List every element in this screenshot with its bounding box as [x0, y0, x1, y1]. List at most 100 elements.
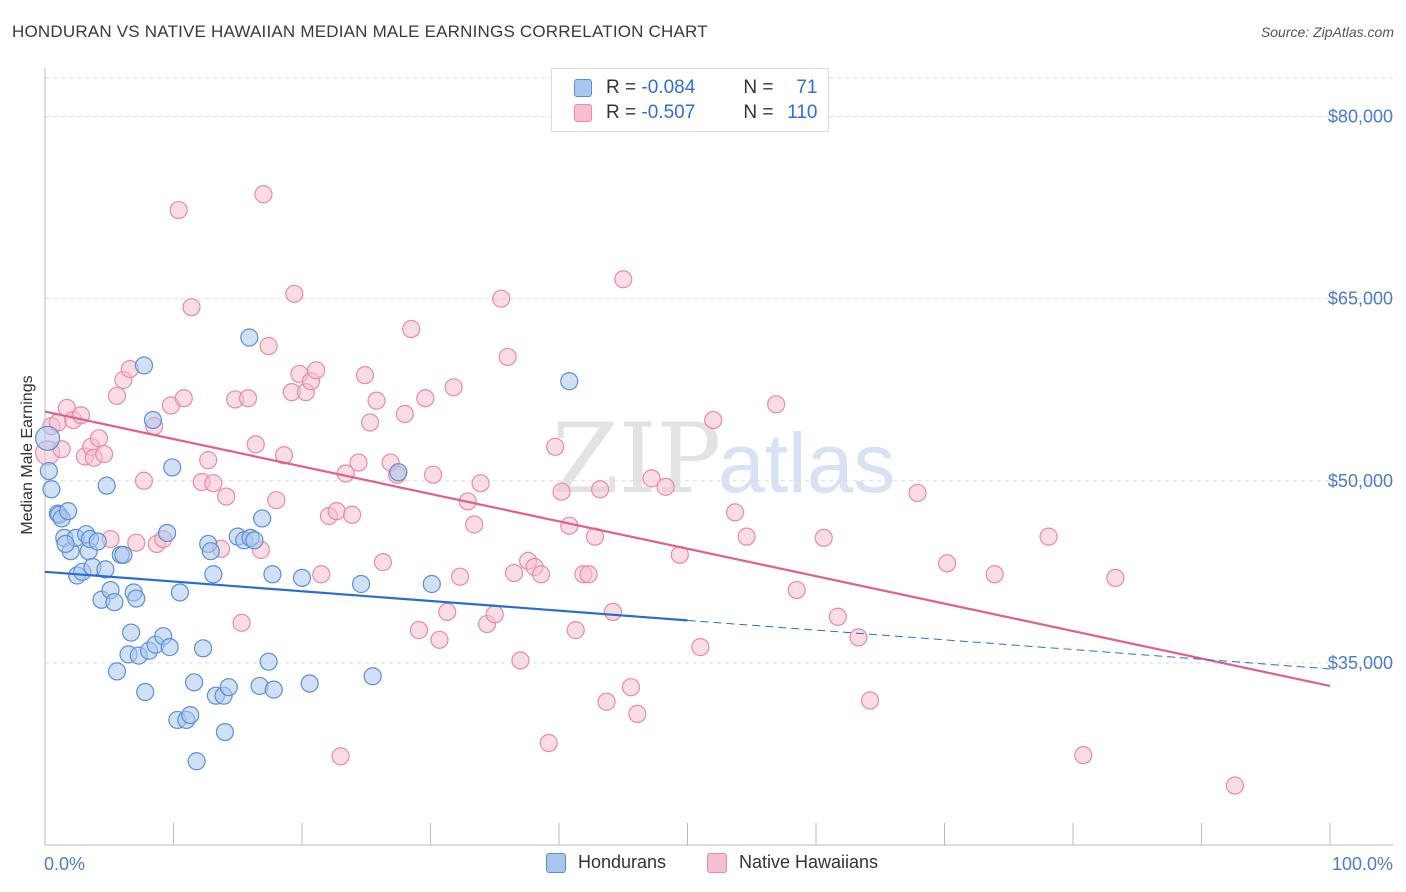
native-hawaiian-point: [107, 386, 127, 405]
native-hawaiian-point: [498, 347, 517, 367]
native-hawaiian-point: [860, 691, 880, 710]
honduran-point: [204, 565, 223, 584]
watermark-zip: ZIP: [552, 403, 721, 515]
y-tick-label: $35,000: [1328, 653, 1393, 673]
legend-item-native-hawaiians: Native Hawaiians: [707, 852, 878, 873]
native-hawaiian-point: [485, 605, 504, 624]
native-hawaiian-point: [274, 446, 294, 465]
honduran-point: [292, 568, 312, 588]
native-hawaiian-point: [471, 474, 490, 493]
pink-swatch: [707, 852, 727, 873]
native-hawaiian-point: [985, 565, 1004, 584]
honduran-point: [187, 752, 206, 771]
native-hawaiian-point: [504, 563, 524, 583]
honduran-point: [157, 523, 177, 543]
native-hawaiian-point: [327, 502, 346, 521]
native-hawaiian-point: [373, 553, 393, 572]
native-hawaiian-point: [238, 389, 258, 408]
honduran-point: [201, 542, 220, 561]
native-hawaiian-point: [787, 580, 806, 600]
y-tick-label: $65,000: [1328, 289, 1393, 309]
correlation-legend: R = -0.084 N = 71 R = -0.507 N = 110: [551, 68, 829, 132]
native-hawaiian-point: [614, 270, 633, 289]
honduran-point: [96, 560, 115, 579]
native-hawaiian-point: [312, 565, 331, 584]
native-hawaiian-point: [409, 621, 429, 640]
honduran-point: [422, 574, 441, 594]
y-tick-label: $80,000: [1328, 107, 1393, 127]
native-hawaiian-point: [395, 404, 414, 424]
x-tick-label-max: 100.0%: [1332, 854, 1393, 874]
native-hawaiian-point: [267, 491, 286, 510]
native-hawaiian-point: [814, 528, 833, 547]
honduran-point: [59, 502, 78, 521]
honduran-point: [352, 574, 371, 594]
blue-swatch: [574, 79, 592, 97]
native-hawaiian-point: [552, 482, 571, 501]
native-hawaiian-point: [174, 389, 193, 408]
honduran-point: [193, 639, 213, 658]
x-tick-label-min: 0.0%: [44, 854, 85, 874]
native-hawaiian-point: [423, 465, 443, 484]
native-hawaiian-point: [546, 437, 565, 456]
honduran-point: [114, 545, 133, 564]
honduran-point: [253, 509, 272, 528]
native-hawaiian-point: [603, 602, 623, 622]
honduran-point: [219, 678, 238, 697]
n-value: 71: [796, 77, 818, 98]
native-hawaiian-point: [628, 704, 647, 723]
honduran-point: [88, 532, 107, 551]
native-hawaiian-point: [307, 361, 326, 380]
native-hawaiian-point: [767, 395, 786, 414]
native-hawaiian-point: [737, 527, 756, 546]
honduran-point: [121, 623, 141, 642]
native-hawaiian-point: [89, 429, 109, 448]
native-hawaiian-point: [349, 453, 368, 472]
native-hawaiian-point: [127, 533, 146, 552]
blue-swatch: [546, 852, 566, 873]
hondurans-points: [34, 328, 579, 771]
native-hawaiian-point: [285, 284, 304, 303]
native-hawaiian-point: [642, 469, 661, 488]
native-hawaiian-point: [937, 554, 957, 573]
hondurans-trend-line: [44, 570, 688, 622]
native-hawaiian-point: [1039, 527, 1058, 546]
native-hawaiian-point: [1225, 776, 1245, 795]
source-label: Source: ZipAtlas.com: [1260, 24, 1394, 40]
legend-row-hondurans: R = -0.084 N = 71: [574, 76, 818, 100]
honduran-point: [160, 638, 179, 657]
gridlines: [45, 77, 1393, 664]
r-label: R =: [606, 77, 637, 98]
legend-label-hondurans: Hondurans: [578, 852, 667, 872]
n-value: 110: [787, 102, 818, 123]
honduran-point: [107, 662, 127, 681]
chart-title: HONDURAN VS NATIVE HAWAIIAN MEDIAN MALE …: [12, 22, 708, 41]
series-legend: Hondurans Native Hawaiians: [0, 852, 1406, 878]
r-label: R =: [606, 102, 637, 123]
native-hawaiian-point: [134, 471, 154, 490]
native-hawaiian-point: [232, 613, 251, 632]
y-tick-label: $50,000: [1328, 471, 1393, 491]
native-hawaiian-point: [621, 678, 641, 697]
native-hawaiian-point: [531, 565, 551, 584]
watermark-atlas: atlas: [718, 416, 895, 510]
native-hawaiian-point: [204, 474, 223, 493]
r-value: -0.084: [641, 77, 696, 98]
honduran-point: [184, 673, 204, 692]
native-hawaiian-point: [217, 487, 236, 506]
native-hawaiian-point: [566, 621, 585, 640]
n-label: N =: [743, 102, 774, 123]
legend-row-native-hawaiians: R = -0.507 N = 110: [574, 101, 818, 125]
native-hawaiian-point: [444, 378, 463, 397]
native-hawaiian-point: [465, 515, 484, 534]
native-hawaiian-point: [259, 336, 278, 356]
honduran-point: [240, 328, 259, 347]
native-hawaiian-point: [331, 747, 350, 766]
native-hawaiian-point: [704, 410, 723, 430]
native-hawaiian-point: [597, 692, 616, 711]
legend-label-native-hawaiians: Native Hawaiians: [739, 852, 879, 872]
native-hawaiian-point: [199, 451, 218, 470]
native-hawaiian-point: [95, 444, 114, 464]
honduran-point: [560, 372, 579, 391]
honduran-point: [215, 722, 234, 742]
